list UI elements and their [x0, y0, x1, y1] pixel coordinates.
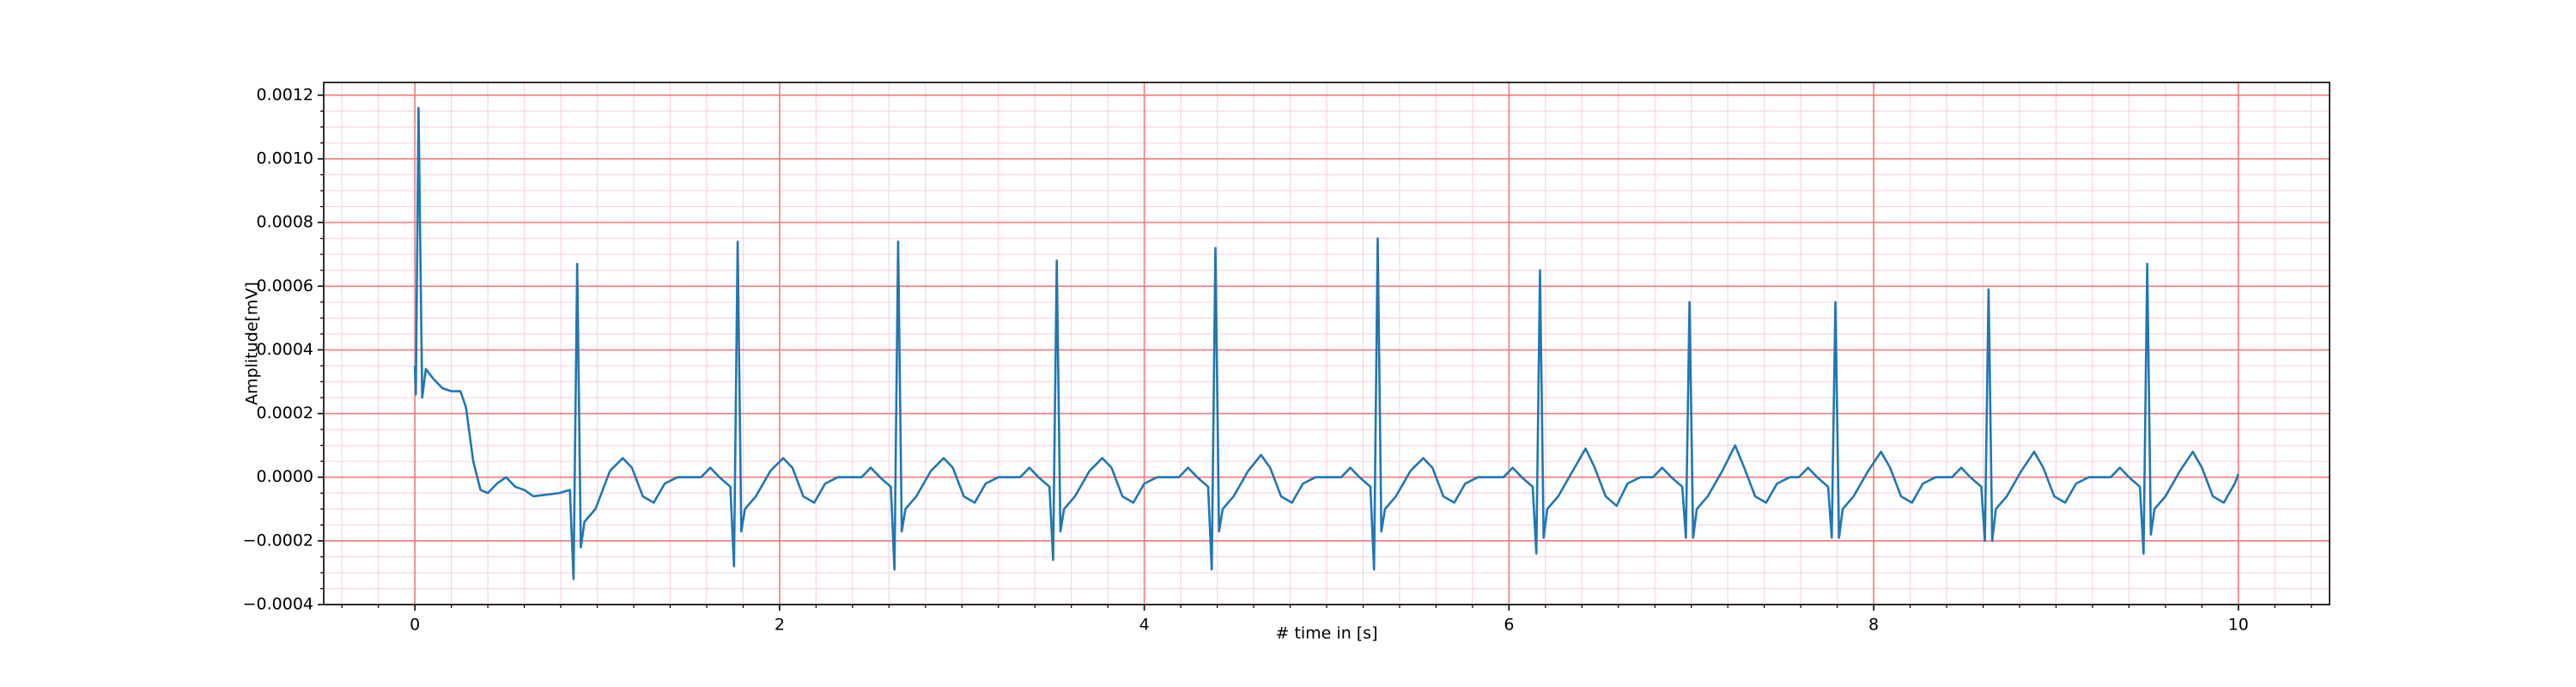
- y-tick-label: 0.0000: [257, 467, 313, 486]
- plot-frame: [323, 82, 2330, 605]
- x-axis-label: # time in [s]: [1275, 624, 1377, 643]
- x-tick-label: 0: [410, 616, 420, 635]
- x-tick-label: 10: [2228, 616, 2249, 635]
- x-tick-label: 8: [1868, 616, 1879, 635]
- y-tick-label: 0.0006: [257, 277, 313, 295]
- minor-grid: [324, 82, 2330, 605]
- ecg-line: [413, 106, 2240, 581]
- plot-area: [413, 106, 2240, 581]
- x-tick-label: 4: [1139, 616, 1150, 635]
- y-tick-label: 0.0002: [257, 404, 313, 423]
- y-tick-label: 0.0008: [257, 213, 313, 232]
- y-tick-label: 0.0012: [257, 85, 313, 104]
- y-tick-label: −0.0002: [243, 531, 313, 550]
- x-tick-label: 2: [775, 616, 785, 635]
- y-tick-label: 0.0004: [257, 340, 313, 359]
- axes: 0 2 4 6 8 10 −0.0004 −0.0002 0.0000 0.0002 0.0004 0…: [243, 82, 2330, 635]
- y-tick-label: 0.0010: [257, 149, 313, 167]
- y-tick-label: −0.0004: [243, 595, 313, 614]
- y-axis-label: Amplitude[mV]: [243, 282, 262, 405]
- x-tick-label: 6: [1504, 616, 1514, 635]
